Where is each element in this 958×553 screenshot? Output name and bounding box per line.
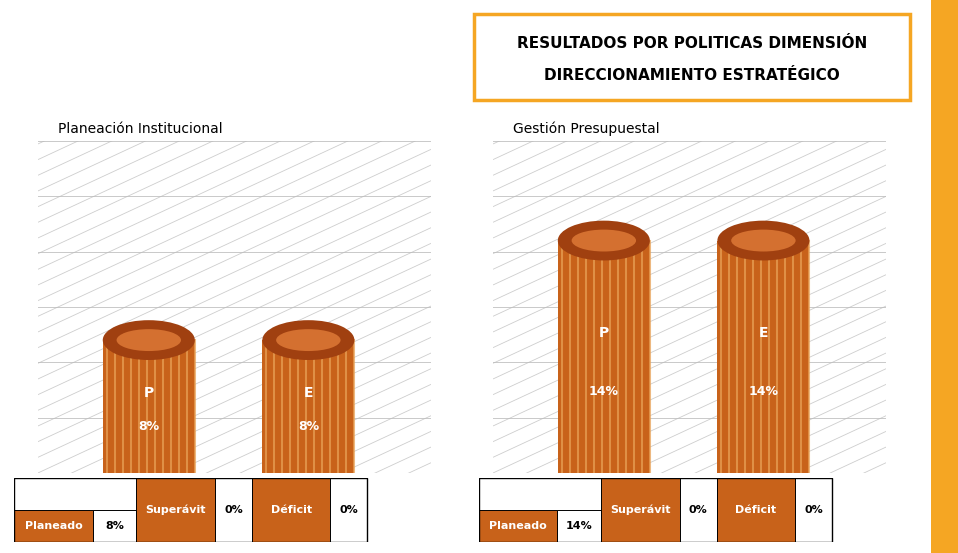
Text: P: P: [144, 386, 154, 400]
Text: 0%: 0%: [689, 505, 707, 515]
Bar: [479, 478, 833, 542]
Text: Planeado: Planeado: [490, 521, 547, 531]
Bar: [479, 510, 558, 542]
Ellipse shape: [718, 221, 810, 260]
FancyBboxPatch shape: [474, 14, 910, 100]
Ellipse shape: [103, 320, 194, 360]
Text: Superávit: Superávit: [146, 505, 206, 515]
Text: 8%: 8%: [105, 521, 125, 531]
Text: Superávit: Superávit: [610, 505, 671, 515]
Bar: [215, 478, 252, 542]
Bar: [262, 340, 354, 473]
Text: Planeado: Planeado: [25, 521, 82, 531]
Text: Déficit: Déficit: [735, 505, 776, 515]
Text: 8%: 8%: [138, 420, 159, 433]
Bar: [795, 478, 833, 542]
Ellipse shape: [262, 320, 354, 360]
Bar: [136, 478, 215, 542]
Bar: [14, 542, 93, 553]
Ellipse shape: [117, 329, 181, 351]
Bar: [479, 542, 558, 553]
Bar: [931, 0, 958, 553]
Text: E: E: [304, 386, 313, 400]
Bar: [14, 478, 368, 542]
Bar: [718, 241, 810, 473]
Ellipse shape: [572, 229, 636, 252]
Bar: [558, 241, 650, 473]
Bar: [14, 510, 93, 542]
Text: 0%: 0%: [804, 505, 823, 515]
Text: 14%: 14%: [748, 385, 779, 398]
Text: DIRECCIONAMIENTO ESTRATÉGICO: DIRECCIONAMIENTO ESTRATÉGICO: [544, 68, 840, 83]
Bar: [331, 478, 368, 542]
Text: Déficit: Déficit: [270, 505, 311, 515]
Bar: [103, 340, 194, 473]
Text: Planeación Institucional: Planeación Institucional: [57, 122, 222, 135]
Ellipse shape: [276, 329, 341, 351]
Bar: [252, 478, 331, 542]
Text: 8%: 8%: [298, 420, 319, 433]
Bar: [679, 478, 717, 542]
Bar: [601, 478, 679, 542]
Bar: [93, 542, 136, 553]
Bar: [93, 510, 136, 542]
Text: E: E: [759, 326, 768, 341]
Text: 14%: 14%: [566, 521, 593, 531]
Bar: [558, 510, 601, 542]
Text: 0%: 0%: [224, 505, 242, 515]
Text: RESULTADOS POR POLITICAS DIMENSIÓN: RESULTADOS POR POLITICAS DIMENSIÓN: [517, 36, 867, 51]
Bar: [558, 542, 601, 553]
Text: 14%: 14%: [589, 385, 619, 398]
Text: 0%: 0%: [339, 505, 358, 515]
Text: P: P: [599, 326, 609, 341]
Ellipse shape: [558, 221, 650, 260]
Bar: [717, 478, 795, 542]
Ellipse shape: [731, 229, 796, 252]
Text: Gestión Presupuestal: Gestión Presupuestal: [513, 121, 660, 135]
